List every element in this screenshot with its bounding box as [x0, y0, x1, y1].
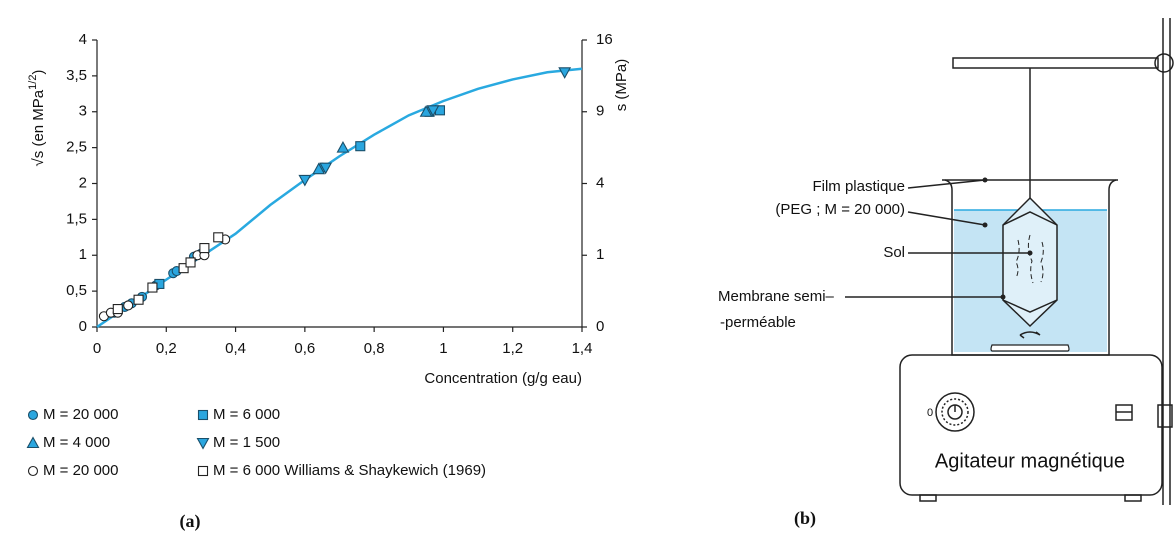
y2-tick-label: 1: [596, 246, 604, 263]
point: [27, 465, 39, 477]
y-tick-label: 2: [79, 174, 87, 191]
point: [199, 243, 210, 254]
stirrer-box: [899, 354, 1163, 496]
y-tick-label: 4: [79, 31, 87, 48]
x-tick-label: 1,2: [502, 340, 523, 357]
point: [336, 140, 350, 153]
x-tick-label: 0,2: [156, 340, 177, 357]
point: [426, 105, 440, 117]
y-axis-label-part: ): [30, 70, 47, 75]
stir-bar: [990, 344, 1070, 352]
knob-label: 0: [927, 407, 933, 419]
x-tick-label: 1: [439, 340, 447, 357]
leader-dot: [982, 177, 988, 183]
legend-item: M = 4 000: [26, 434, 110, 451]
caption: (a): [180, 511, 201, 532]
leader: [907, 179, 986, 189]
diagram-b: 0 Agitateur magnétique Film plastique (P…: [718, 18, 1174, 529]
point: [355, 141, 366, 152]
caption: (b): [794, 508, 816, 529]
y2-tick-label: 4: [596, 174, 604, 191]
point: [197, 465, 209, 477]
x-axis-label: Concentration (g/g eau): [424, 370, 582, 387]
y2-tick-label: 16: [596, 31, 613, 48]
fit-curve: [96, 67, 583, 329]
axis: [96, 40, 583, 328]
legend-item: M = 1 500: [196, 434, 280, 451]
foot: [1124, 494, 1142, 502]
point: [419, 105, 433, 117]
point: [213, 232, 224, 243]
y-tick-label: 2,5: [66, 139, 87, 156]
y-axis-label-part: 1/2: [27, 75, 39, 90]
leader-dot: [1027, 250, 1033, 256]
point: [27, 409, 39, 421]
legend-item: M = 6 000: [197, 406, 280, 423]
label: (PEG ; M = 20 000): [775, 201, 905, 218]
legend-label: M = 20 000: [43, 406, 118, 423]
y-tick-label: 0: [79, 318, 87, 335]
point: [319, 162, 333, 175]
x-tick-label: 1,4: [572, 340, 593, 357]
y-tick-label: 3,5: [66, 67, 87, 84]
foot: [919, 494, 937, 502]
x-tick-label: 0,4: [225, 340, 246, 357]
y2-tick-label: 0: [596, 318, 604, 335]
leader-dot: [982, 222, 988, 228]
label: Sol: [883, 244, 905, 261]
legend-item: M = 20 000: [27, 406, 118, 423]
leader: [907, 211, 986, 226]
x-tick-label: 0: [93, 340, 101, 357]
bag-edges: [1002, 211, 1058, 313]
point: [123, 300, 134, 311]
y-axis-label-part: √s (en MPa: [30, 89, 47, 166]
legend-item: M = 20 000: [27, 462, 118, 479]
rotation-arrow: [1019, 331, 1041, 339]
legend-label: M = 6 000 Williams & Shaykewich (1969): [213, 462, 486, 479]
point: [185, 257, 196, 268]
point: [147, 282, 158, 293]
point: [298, 174, 312, 187]
y2-axis-label: s (MPa): [613, 59, 630, 112]
x-tick-label: 0,8: [364, 340, 385, 357]
sol-texture: [1015, 234, 1044, 284]
label: Film plastique: [812, 178, 905, 195]
y-tick-label: 1,5: [66, 210, 87, 227]
legend-label: M = 1 500: [213, 434, 280, 451]
x-tick-label: 0,6: [294, 340, 315, 357]
knob: [941, 398, 969, 426]
leader-dot: [1000, 294, 1006, 300]
point: [312, 162, 326, 175]
y-tick-label: 1: [79, 246, 87, 263]
point: [197, 409, 209, 421]
point: [112, 304, 123, 315]
y-tick-label: 0,5: [66, 282, 87, 299]
point: [558, 67, 572, 79]
clamp: [1154, 53, 1174, 73]
point: [196, 437, 210, 450]
membrane-bag: [1002, 196, 1058, 328]
stand-arm: [952, 57, 1159, 69]
label: -perméable: [720, 314, 796, 331]
chart-a: (a) 0 0,2 0,4 0,6 0,8 1 1,2 1,400,511,522,533,5…: [26, 31, 630, 532]
point: [26, 436, 40, 449]
clamp: [1157, 404, 1173, 428]
point: [178, 263, 189, 274]
point: [133, 294, 144, 305]
y2-tick-label: 9: [596, 103, 604, 120]
label: Membrane semi–: [718, 288, 835, 305]
y-tick-label: 3: [79, 103, 87, 120]
stirrer-label: Agitateur magnétique: [935, 450, 1125, 472]
legend-item: M = 6 000 Williams & Shaykewich (1969): [197, 462, 486, 479]
legend-label: M = 20 000: [43, 462, 118, 479]
legend-label: M = 4 000: [43, 434, 110, 451]
legend-label: M = 6 000: [213, 406, 280, 423]
knob: [935, 392, 975, 432]
y-axis-label: √s (en MPa1/2): [27, 70, 47, 167]
